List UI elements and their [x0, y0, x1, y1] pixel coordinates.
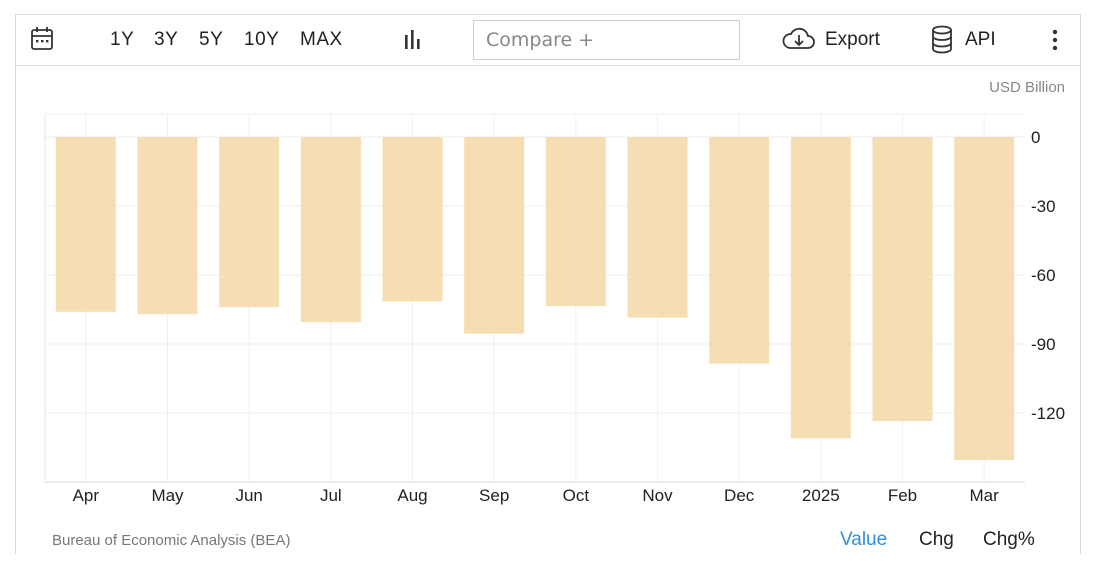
y-axis-ticks: 0 -30 -60 -90 -120 [1031, 128, 1065, 423]
range-max-button[interactable]: MAX [300, 29, 343, 50]
x-axis-ticks: Apr May Jun Jul Aug Sep Oct Nov Dec 2025 Feb Mar [73, 486, 1000, 505]
more-vertical-icon[interactable] [1050, 15, 1060, 65]
bar-may[interactable] [137, 137, 198, 315]
y-tick-label: 0 [1031, 128, 1040, 147]
unit-label: USD Billion [989, 79, 1065, 96]
x-tick-label: Mar [970, 486, 1000, 505]
x-tick-label: Nov [642, 486, 673, 505]
x-tick-label: Jun [235, 486, 262, 505]
range-5y-button[interactable]: 5Y [199, 29, 224, 50]
chart-bars [55, 137, 1015, 461]
x-tick-label: Oct [563, 486, 590, 505]
chg-pct-mode-button[interactable]: Chg% [983, 529, 1035, 550]
y-tick-label: -30 [1031, 197, 1056, 216]
chg-mode-button[interactable]: Chg [919, 529, 954, 550]
y-tick-label: -90 [1031, 335, 1056, 354]
bar-2025[interactable] [790, 137, 851, 439]
x-tick-label: Feb [888, 486, 917, 505]
export-button[interactable]: Export [825, 29, 880, 50]
x-tick-label: Aug [397, 486, 427, 505]
compare-input[interactable]: Compare + [473, 20, 740, 60]
bar-nov[interactable] [627, 137, 688, 318]
bar-sep[interactable] [464, 137, 525, 334]
x-tick-label: Dec [724, 486, 755, 505]
x-tick-label: May [151, 486, 184, 505]
chart-toolbar: 1Y 3Y 5Y 10Y MAX Compare + Export API [15, 14, 1081, 66]
x-tick-label: Jul [320, 486, 342, 505]
range-10y-button[interactable]: 10Y [244, 29, 280, 50]
x-tick-label: Apr [73, 486, 100, 505]
database-icon[interactable] [930, 15, 954, 65]
range-3y-button[interactable]: 3Y [154, 29, 179, 50]
y-tick-label: -60 [1031, 266, 1056, 285]
api-button[interactable]: API [965, 29, 996, 50]
x-tick-label: 2025 [802, 486, 840, 505]
cloud-download-icon[interactable] [782, 15, 816, 65]
bar-aug[interactable] [382, 137, 443, 302]
x-tick-label: Sep [479, 486, 509, 505]
bar-apr[interactable] [55, 137, 116, 312]
bar-oct[interactable] [545, 137, 606, 307]
bar-chart-icon[interactable] [402, 15, 424, 65]
bar-feb[interactable] [872, 137, 933, 422]
calendar-icon[interactable] [30, 15, 54, 65]
range-1y-button[interactable]: 1Y [110, 29, 135, 50]
bar-jul[interactable] [300, 137, 361, 323]
y-tick-label: -120 [1031, 404, 1065, 423]
bar-mar[interactable] [954, 137, 1015, 461]
bar-dec[interactable] [709, 137, 770, 364]
value-mode-button[interactable]: Value [840, 529, 888, 550]
bar-jun[interactable] [219, 137, 280, 308]
source-label: Bureau of Economic Analysis (BEA) [52, 532, 291, 549]
